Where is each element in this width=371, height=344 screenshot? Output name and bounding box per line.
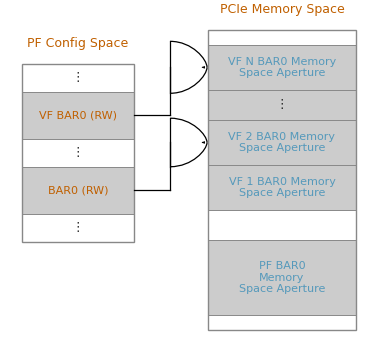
Bar [208, 240, 356, 315]
Text: BAR0 (RW): BAR0 (RW) [47, 185, 108, 195]
Text: ⋮: ⋮ [72, 71, 84, 84]
Text: PF Config Space: PF Config Space [27, 37, 128, 50]
Bar [208, 30, 356, 45]
Text: PF BAR0
Memory
Space Aperture: PF BAR0 Memory Space Aperture [239, 261, 325, 294]
Bar [208, 90, 356, 120]
Text: VF 1 BAR0 Memory
Space Aperture: VF 1 BAR0 Memory Space Aperture [229, 177, 335, 198]
Bar [208, 30, 356, 330]
Bar [22, 64, 134, 241]
Bar [208, 315, 356, 330]
Text: ⋮: ⋮ [72, 146, 84, 159]
Bar [208, 120, 356, 165]
Bar [22, 92, 134, 139]
Bar [22, 139, 134, 166]
Text: VF N BAR0 Memory
Space Aperture: VF N BAR0 Memory Space Aperture [228, 56, 336, 78]
Bar [22, 64, 134, 92]
Text: PCIe Memory Space: PCIe Memory Space [220, 3, 344, 16]
Bar [22, 166, 134, 214]
Text: VF 2 BAR0 Memory
Space Aperture: VF 2 BAR0 Memory Space Aperture [229, 132, 335, 153]
Text: ⋮: ⋮ [276, 98, 288, 111]
Text: ⋮: ⋮ [72, 221, 84, 234]
Bar [208, 165, 356, 210]
Bar [208, 45, 356, 90]
Bar [22, 214, 134, 241]
Bar [208, 210, 356, 240]
Text: VF BAR0 (RW): VF BAR0 (RW) [39, 110, 117, 120]
